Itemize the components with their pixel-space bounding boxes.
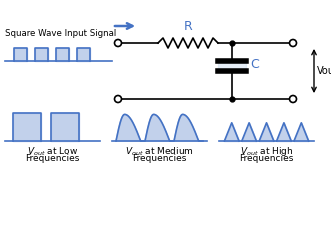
Circle shape bbox=[115, 40, 121, 46]
Circle shape bbox=[115, 95, 121, 103]
Circle shape bbox=[290, 40, 297, 46]
Text: Vout: Vout bbox=[317, 66, 331, 76]
Text: Frequencies: Frequencies bbox=[239, 154, 294, 163]
Text: Frequencies: Frequencies bbox=[25, 154, 80, 163]
Text: Square Wave Input Signal: Square Wave Input Signal bbox=[5, 29, 116, 38]
Text: $V_{out}$ at Medium: $V_{out}$ at Medium bbox=[125, 145, 194, 158]
Text: Frequencies: Frequencies bbox=[132, 154, 187, 163]
Text: R: R bbox=[184, 20, 192, 33]
Text: C: C bbox=[250, 58, 259, 72]
Text: $V_{out}$ at High: $V_{out}$ at High bbox=[240, 145, 293, 158]
Circle shape bbox=[290, 95, 297, 103]
Text: $V_{out}$ at Low: $V_{out}$ at Low bbox=[27, 145, 78, 158]
